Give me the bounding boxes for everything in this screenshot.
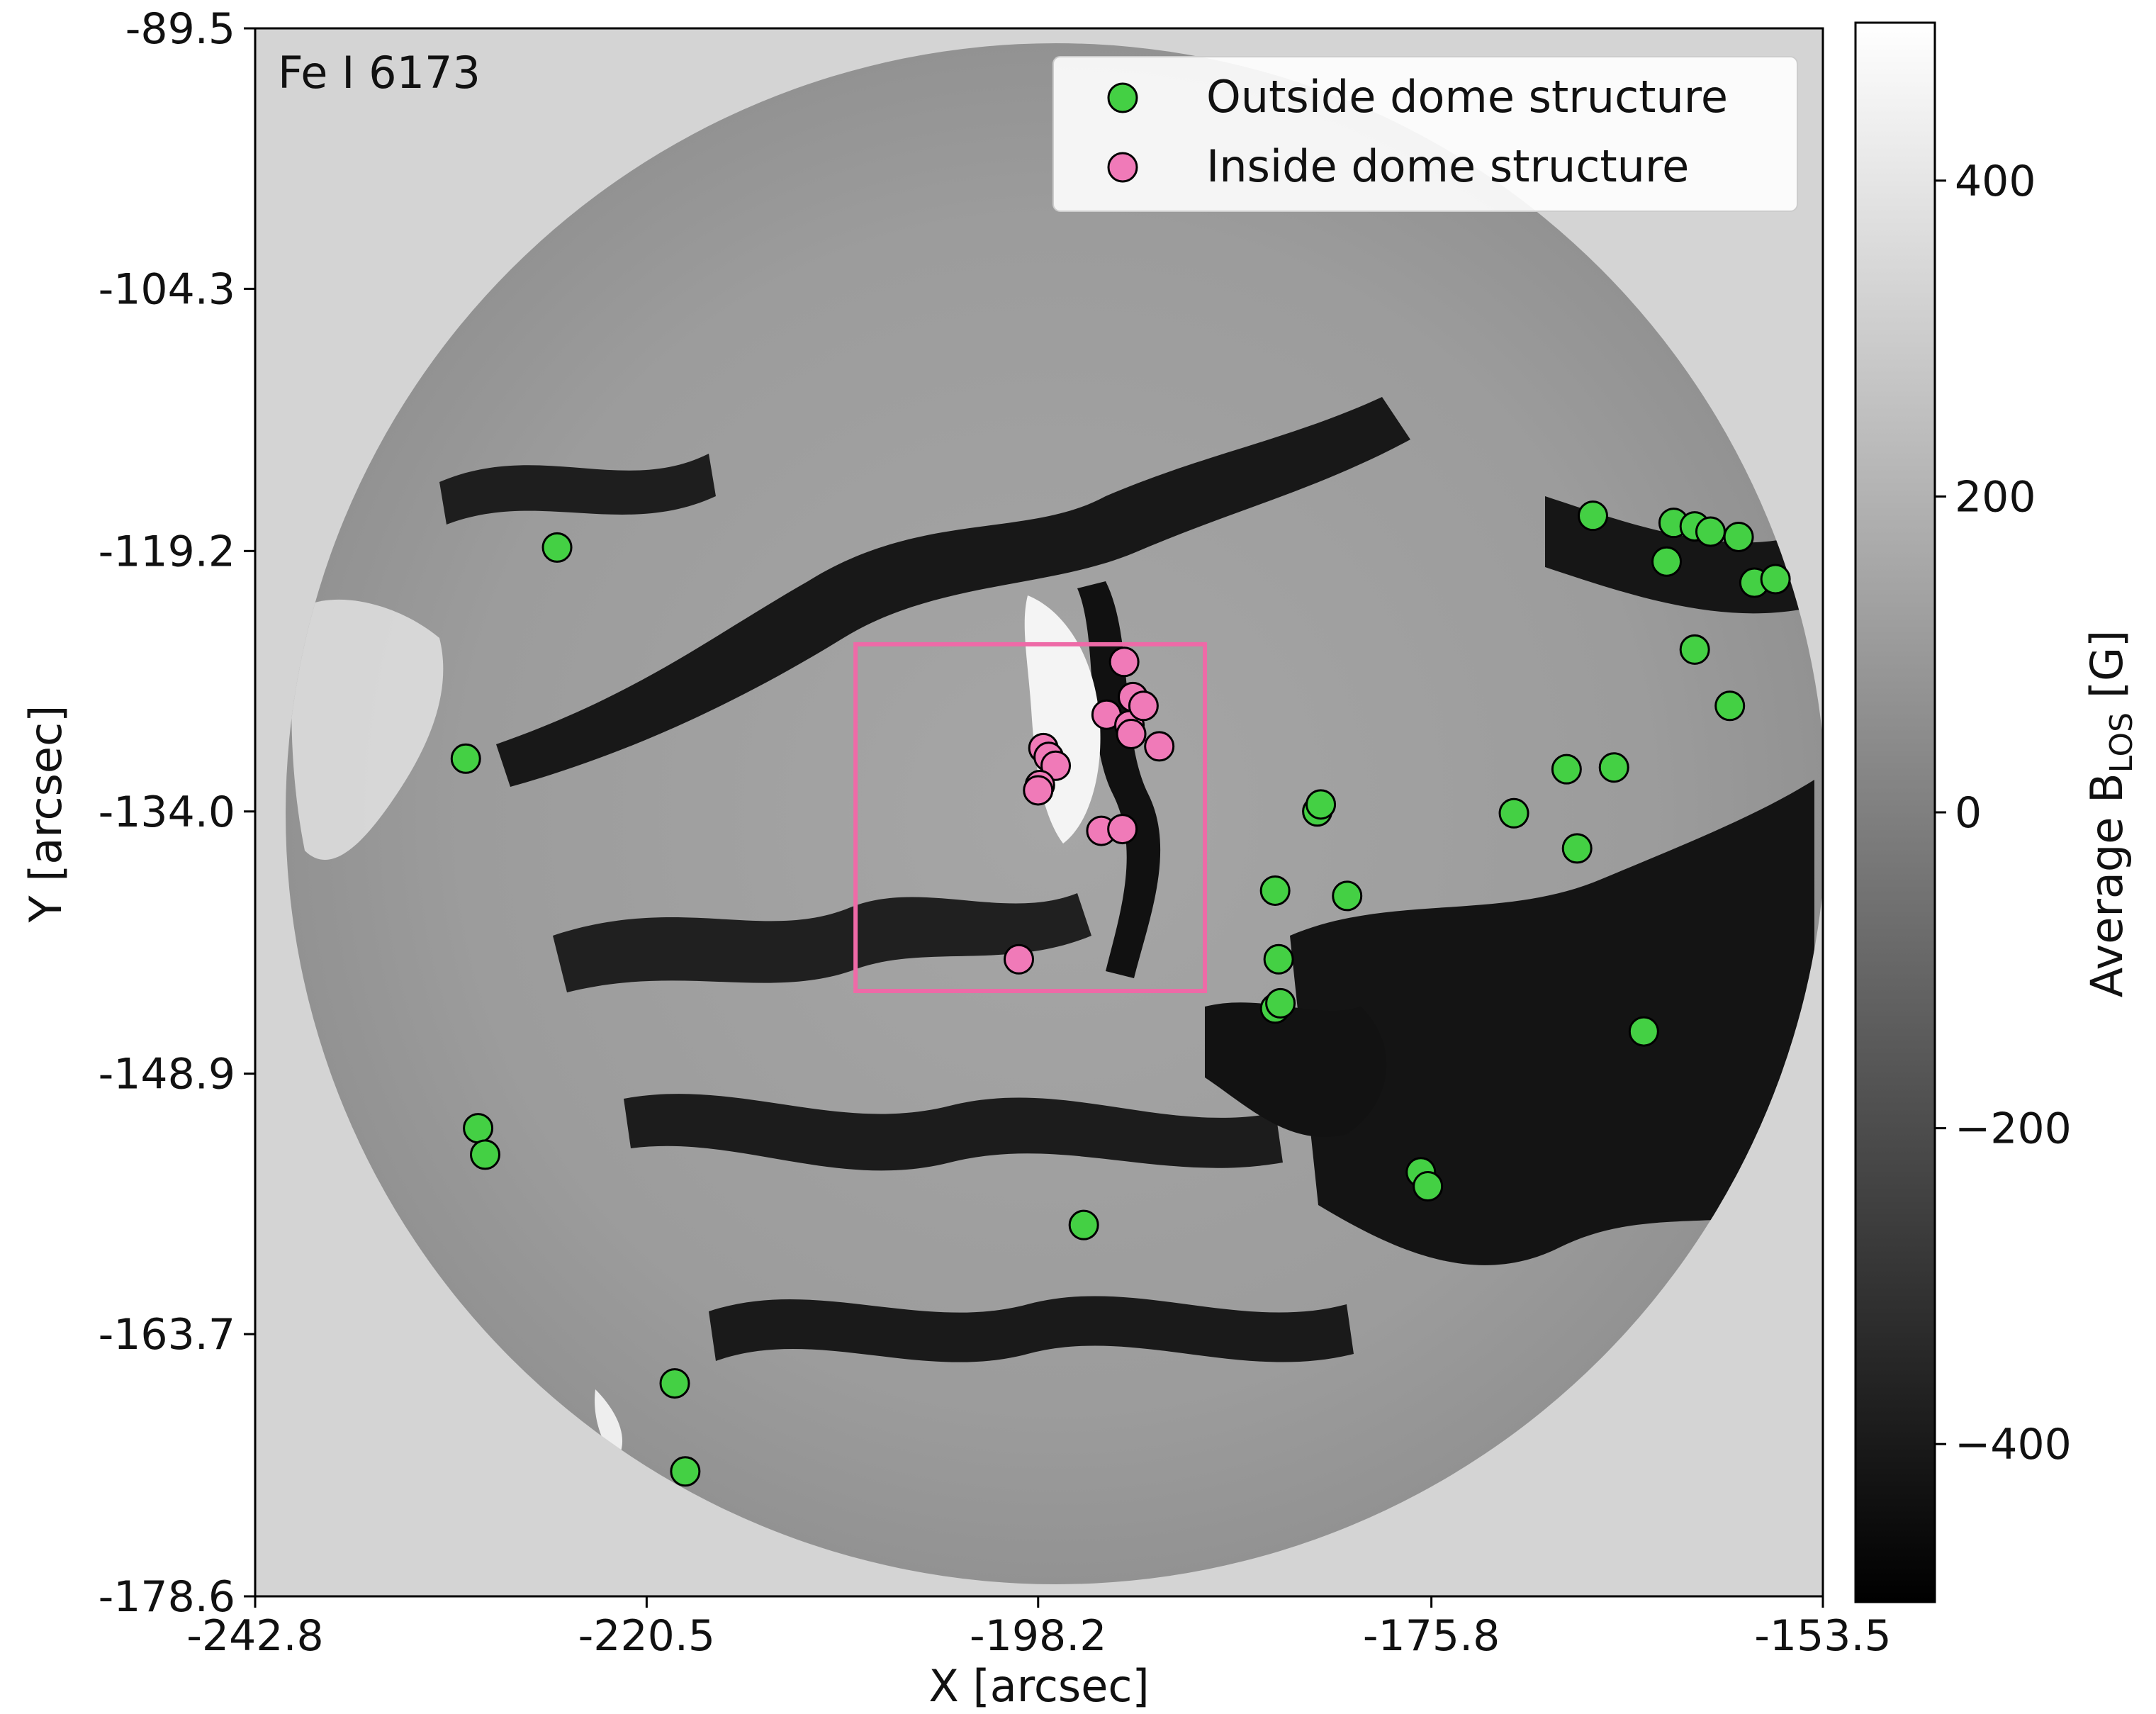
legend: Outside dome structure Inside dome struc… bbox=[1052, 56, 1798, 212]
y-axis: -89.5 -104.3 -119.2 -134.0 -148.9 -163.7 -178.… bbox=[99, 4, 255, 1622]
colorbar-tick-label: 400 bbox=[1955, 157, 2036, 206]
data-point bbox=[1306, 789, 1337, 820]
data-point bbox=[1679, 634, 1710, 665]
data-point bbox=[1265, 987, 1296, 1019]
y-axis-title: Y [arcsec] bbox=[20, 705, 72, 924]
y-tick-label: -178.6 bbox=[99, 1572, 235, 1622]
x-axis-title: X [arcsec] bbox=[928, 1660, 1149, 1712]
data-point bbox=[1695, 516, 1726, 547]
data-point bbox=[469, 1139, 500, 1170]
x-tick-label: -242.8 bbox=[186, 1611, 323, 1661]
magnetogram-texture bbox=[291, 397, 1814, 1460]
y-tick-label: -163.7 bbox=[99, 1310, 235, 1360]
colorbar-tick-label: 200 bbox=[1955, 472, 2036, 522]
data-point bbox=[1723, 521, 1754, 552]
data-point bbox=[1263, 943, 1294, 975]
legend-marker-inside-dome bbox=[1107, 152, 1138, 183]
panel-label: Fe I 6173 bbox=[278, 47, 481, 99]
data-point bbox=[1068, 1209, 1099, 1240]
data-point bbox=[1107, 814, 1138, 845]
data-point bbox=[1259, 875, 1291, 906]
data-point bbox=[1413, 1171, 1444, 1202]
data-point bbox=[1651, 546, 1683, 577]
colorbar: 400 200 0 −200 −400 Average BLOS [G] bbox=[1854, 21, 2140, 1603]
x-tick-label: -175.8 bbox=[1363, 1611, 1500, 1661]
data-point bbox=[1551, 754, 1582, 785]
data-point bbox=[1714, 690, 1746, 722]
x-tick-label: -220.5 bbox=[578, 1611, 715, 1661]
data-point bbox=[1760, 564, 1791, 595]
y-tick-label: -104.3 bbox=[99, 264, 235, 314]
data-point bbox=[1561, 833, 1593, 864]
data-point bbox=[1598, 752, 1629, 783]
series-inside-dome bbox=[1004, 646, 1175, 975]
y-tick-label: -148.9 bbox=[99, 1050, 235, 1099]
data-point bbox=[1144, 731, 1175, 762]
legend-label-outside-dome: Outside dome structure bbox=[1206, 71, 1728, 123]
y-tick-label: -119.2 bbox=[99, 527, 235, 576]
data-point bbox=[1628, 1016, 1659, 1047]
data-point bbox=[1108, 646, 1140, 678]
data-point bbox=[670, 1456, 701, 1487]
x-tick-label: -198.2 bbox=[970, 1611, 1106, 1661]
data-point bbox=[1578, 500, 1609, 532]
data-point bbox=[1128, 690, 1159, 722]
data-point bbox=[1498, 797, 1529, 829]
legend-marker-outside-dome bbox=[1107, 82, 1138, 113]
dome-region-box bbox=[853, 642, 1208, 993]
colorbar-gradient bbox=[1854, 21, 1936, 1603]
series-outside-dome bbox=[450, 500, 1791, 1487]
colorbar-tick-label: −200 bbox=[1955, 1104, 2072, 1154]
data-point bbox=[541, 532, 573, 563]
x-axis: -242.8 -220.5 -198.2 -175.8 -153.5 bbox=[186, 1596, 1892, 1661]
data-point bbox=[450, 743, 481, 774]
x-tick-label: -153.5 bbox=[1754, 1611, 1891, 1661]
data-point bbox=[1023, 775, 1054, 806]
colorbar-ticks: 400 200 0 −200 −400 bbox=[1935, 157, 2072, 1469]
colorbar-label: Average BLOS [G] bbox=[2081, 630, 2140, 998]
data-point bbox=[1116, 719, 1147, 750]
data-point bbox=[463, 1113, 494, 1144]
data-point bbox=[1332, 880, 1363, 912]
legend-box bbox=[1052, 56, 1798, 212]
colorbar-tick-label: −400 bbox=[1955, 1420, 2072, 1469]
data-point bbox=[1004, 943, 1035, 975]
y-tick-label: -89.5 bbox=[125, 4, 235, 54]
legend-label-inside-dome: Inside dome structure bbox=[1206, 140, 1689, 192]
data-point bbox=[659, 1368, 690, 1399]
colorbar-tick-label: 0 bbox=[1955, 788, 1982, 838]
y-tick-label: -134.0 bbox=[99, 788, 235, 837]
